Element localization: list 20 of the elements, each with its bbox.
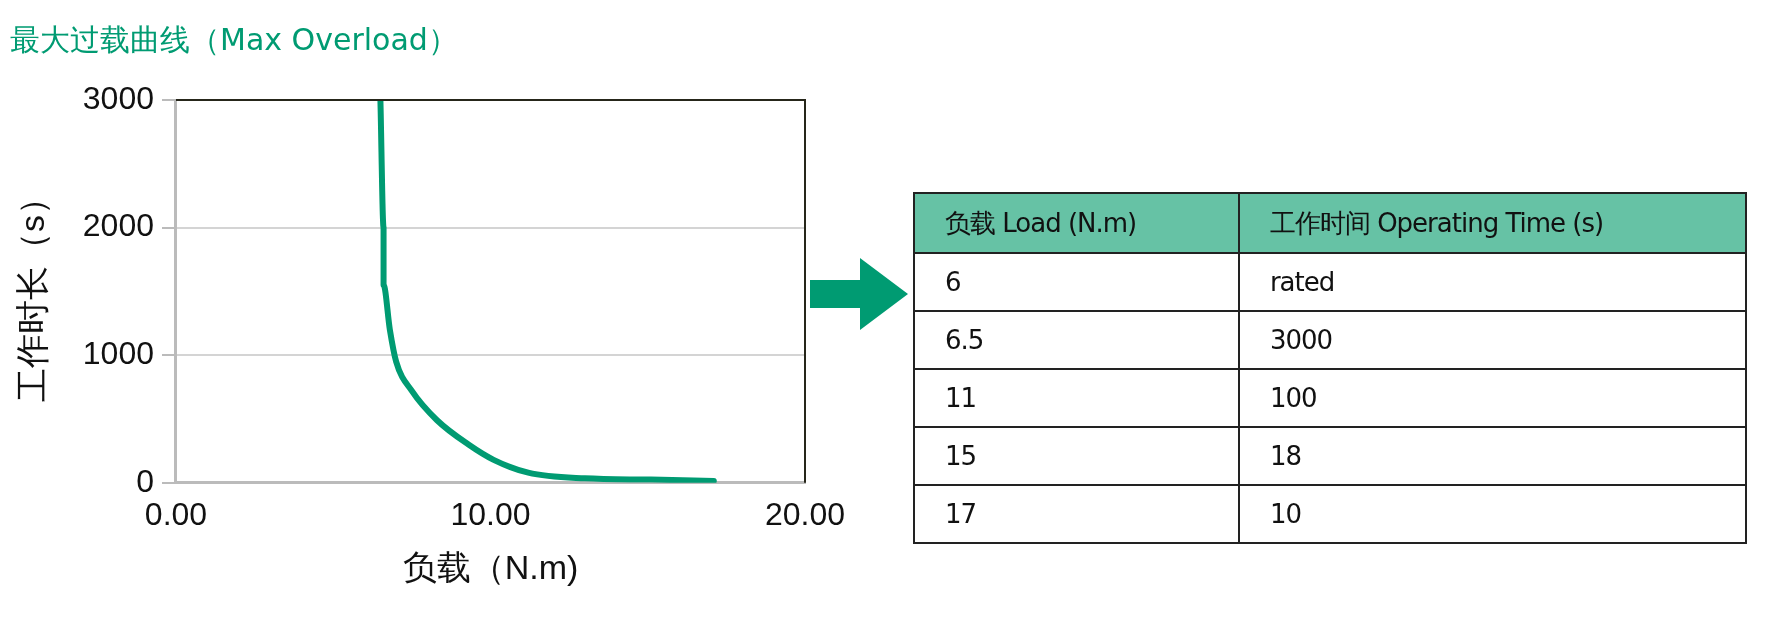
y-tick-label: 1000 bbox=[82, 335, 154, 372]
category-label: 15 bbox=[914, 427, 1239, 485]
y-tick-label: 2000 bbox=[82, 207, 154, 244]
category-label: 17 bbox=[914, 485, 1239, 543]
text: 10 bbox=[1269, 499, 1301, 529]
text: 3000 bbox=[1269, 325, 1333, 355]
text: rated bbox=[1269, 267, 1335, 297]
category-label: 6.5 bbox=[914, 311, 1239, 369]
y-axis-title: 工作时长（s） bbox=[12, 180, 51, 402]
x-tick-label: 20.00 bbox=[764, 495, 846, 532]
text: 100 bbox=[1269, 383, 1317, 413]
x-tick-label: 10.00 bbox=[450, 495, 531, 532]
x-axis-title: 负载（N.m) bbox=[402, 547, 579, 586]
category-label: 11 bbox=[914, 369, 1239, 427]
text: 工作时间 Operating Time (s) bbox=[1238, 193, 1746, 253]
category-label: 6 bbox=[914, 253, 1239, 311]
y-tick-label: 3000 bbox=[82, 79, 154, 116]
text: 负载 Load (N.m) bbox=[914, 193, 1239, 253]
chart-title: 最大过载曲线（Max Overload） bbox=[10, 21, 458, 57]
text: 18 bbox=[1269, 441, 1301, 471]
